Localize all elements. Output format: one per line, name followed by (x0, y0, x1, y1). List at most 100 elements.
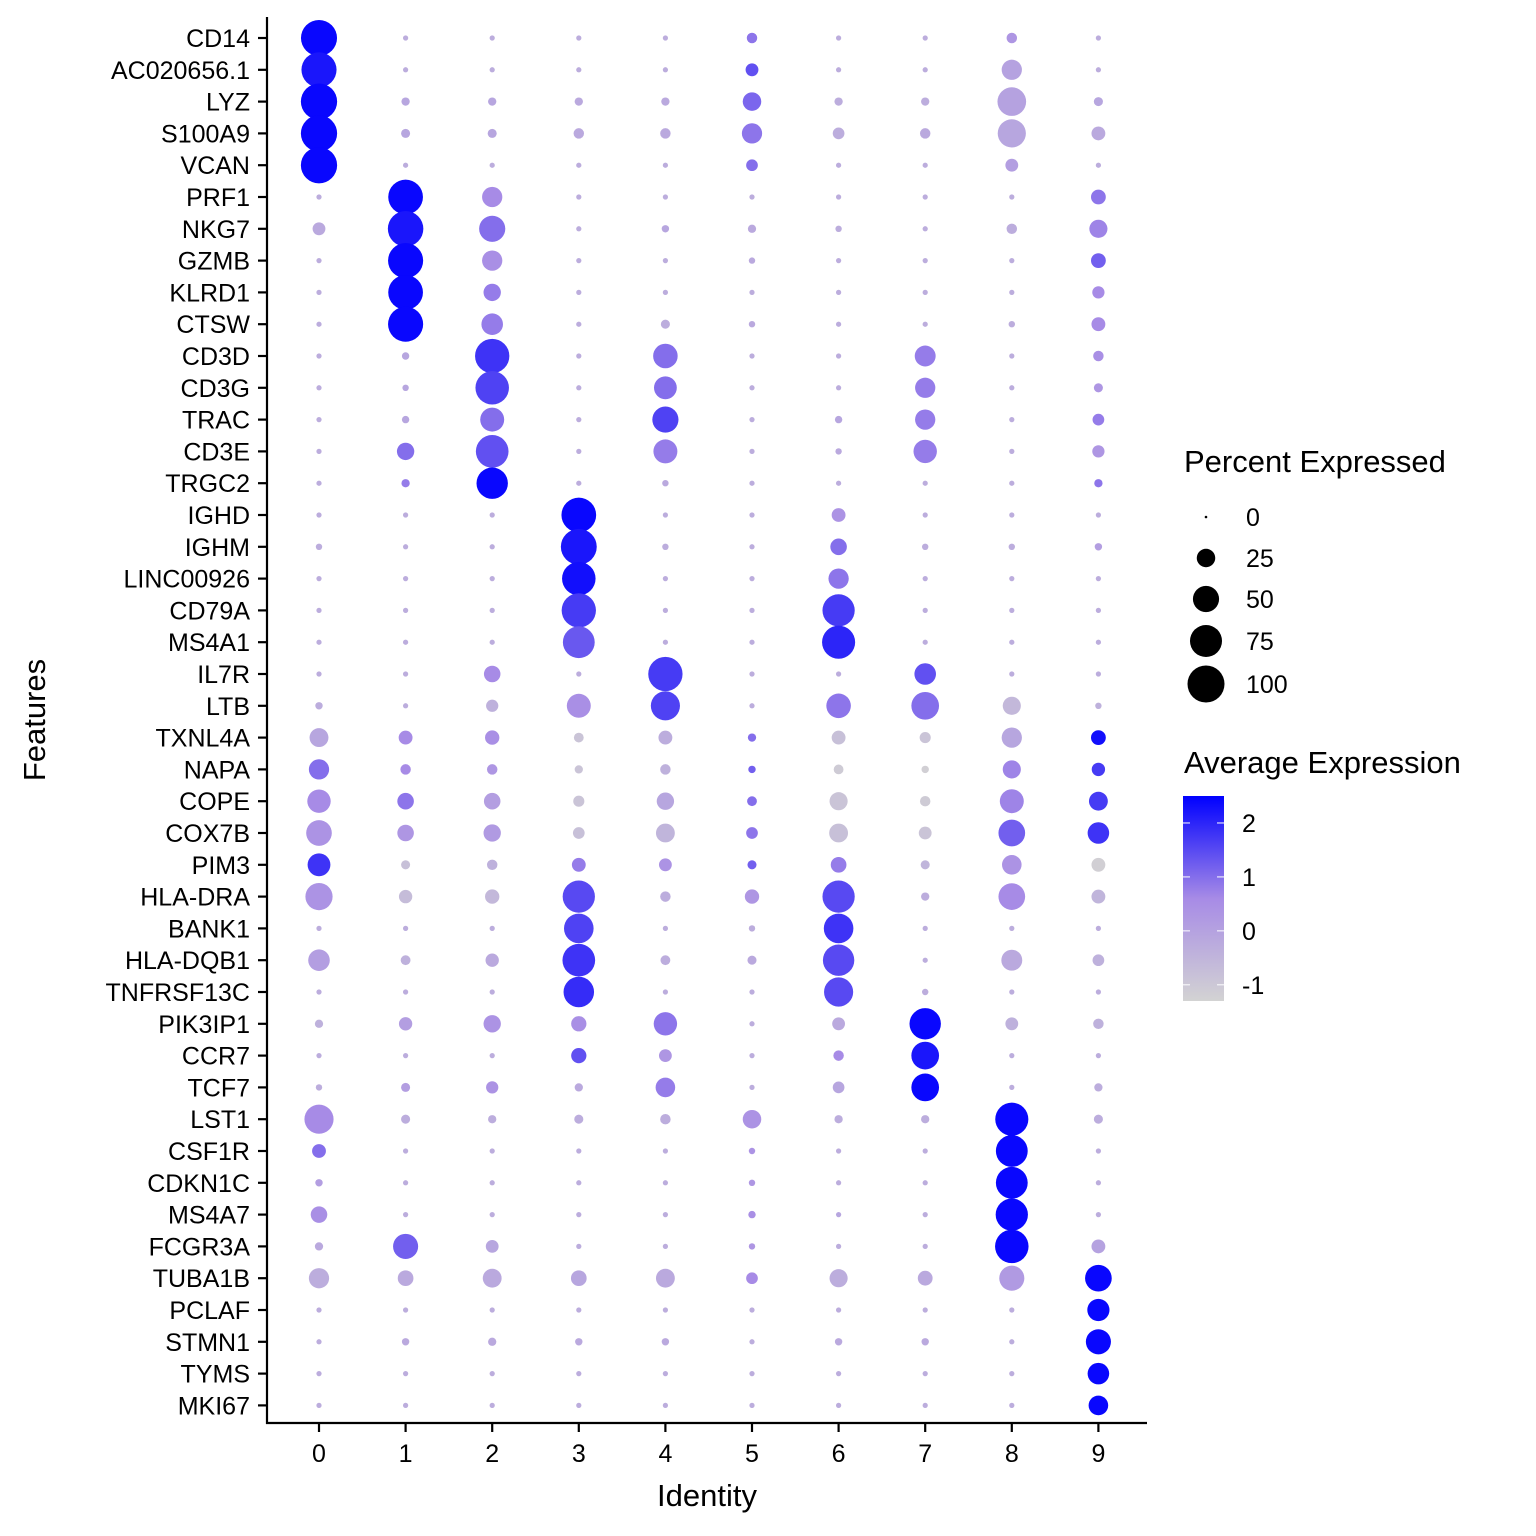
dot-NKG7-cluster-0 (312, 222, 326, 236)
dot-FCGR3A-cluster-9 (1091, 1239, 1106, 1254)
dot-NAPA-cluster-4 (660, 764, 671, 775)
dot-COPE-cluster-7 (919, 795, 931, 807)
dot-NKG7-cluster-1 (387, 211, 424, 247)
dot-LTB-cluster-5 (749, 703, 755, 709)
dot-CD3G-cluster-3 (576, 385, 582, 391)
dot-CD79A-cluster-5 (749, 607, 755, 614)
x-ticks: 0 1 2 3 4 5 6 7 8 9 (312, 1423, 1105, 1468)
dot-GZMB-cluster-3 (576, 257, 582, 264)
y-tick-label: KLRD1 (169, 279, 250, 307)
dot-COX7B-cluster-8 (998, 819, 1026, 847)
dot-PIK3IP1-cluster-6 (832, 1017, 846, 1031)
dot-COPE-cluster-0 (307, 789, 331, 813)
dot-LYZ-cluster-6 (834, 97, 843, 106)
dot-LST1-cluster-4 (660, 1113, 671, 1125)
dot-COPE-cluster-9 (1088, 791, 1108, 811)
size-legend-label: 25 (1246, 545, 1274, 573)
dot-PRF1-cluster-2 (482, 186, 503, 208)
dot-CD14-cluster-1 (402, 35, 409, 41)
y-tick-label: MKI67 (178, 1392, 250, 1420)
dot-HLA-DRA-cluster-7 (921, 892, 930, 901)
dot-TYMS-cluster-0 (316, 1370, 322, 1377)
dot-CCR7-cluster-6 (833, 1050, 844, 1061)
dot-LYZ-cluster-1 (401, 97, 410, 106)
dot-TRGC2-cluster-2 (476, 467, 508, 499)
size-legend-key (1204, 515, 1208, 519)
dot-FCGR3A-cluster-7 (922, 1243, 928, 1250)
dot-TYMS-cluster-4 (662, 1370, 669, 1377)
dot-LINC00926-cluster-8 (1009, 575, 1015, 582)
dot-HLA-DQB1-cluster-9 (1092, 954, 1105, 967)
dot-TXNL4A-cluster-8 (1001, 727, 1022, 748)
y-tick-label: BANK1 (168, 915, 250, 943)
dot-MS4A7-cluster-9 (1095, 1211, 1102, 1218)
dot-GZMB-cluster-5 (748, 257, 756, 264)
dot-LINC00926-cluster-3 (562, 561, 596, 596)
dot-IGHD-cluster-0 (316, 512, 322, 518)
y-tick-label: COX7B (165, 820, 250, 848)
dot-MKI67-cluster-9 (1088, 1395, 1109, 1416)
dot-CD14-cluster-4 (662, 35, 669, 41)
dot-CDKN1C-cluster-1 (402, 1180, 409, 1186)
y-axis-title: Features (17, 659, 52, 781)
dot-CD3G-cluster-5 (749, 385, 755, 391)
dot-PRF1-cluster-9 (1091, 189, 1106, 205)
dot-CD3E-cluster-1 (396, 442, 415, 461)
dot-CDKN1C-cluster-0 (315, 1179, 323, 1187)
dot-PIK3IP1-cluster-7 (909, 1008, 941, 1040)
dot-STMN1-cluster-5 (749, 1339, 755, 1345)
dot-VCAN-cluster-1 (402, 162, 409, 168)
dot-LINC00926-cluster-0 (316, 575, 322, 582)
dot-IGHD-cluster-9 (1095, 512, 1102, 518)
dot-TNFRSF13C-cluster-2 (489, 989, 495, 995)
dot-LST1-cluster-0 (304, 1104, 334, 1134)
x-tick-label: 9 (1091, 1440, 1105, 1468)
dot-KLRD1-cluster-0 (316, 289, 322, 296)
dot-IGHM-cluster-1 (402, 544, 409, 550)
dot-PIM3-cluster-5 (747, 860, 757, 870)
dot-CDKN1C-cluster-6 (835, 1180, 842, 1186)
y-tick-label: LTB (206, 693, 250, 721)
x-tick-label: 6 (832, 1440, 846, 1468)
y-tick-label: PCLAF (169, 1297, 250, 1325)
dot-HLA-DRA-cluster-5 (744, 889, 760, 904)
dot-BANK1-cluster-7 (922, 925, 928, 932)
dot-CD3D-cluster-7 (914, 345, 936, 367)
dot-TYMS-cluster-1 (402, 1370, 409, 1377)
dot-CD79A-cluster-8 (1009, 607, 1015, 614)
dot-IGHD-cluster-6 (831, 508, 846, 522)
x-tick-label: 8 (1005, 1440, 1019, 1468)
dot-CD3E-cluster-3 (576, 448, 582, 455)
dot-HLA-DQB1-cluster-4 (660, 955, 671, 966)
dot-TRAC-cluster-9 (1092, 413, 1105, 426)
y-tick-label: FCGR3A (149, 1233, 251, 1261)
dot-CD3E-cluster-2 (475, 435, 509, 468)
dot-TCF7-cluster-9 (1094, 1083, 1103, 1092)
dot-S100A9-cluster-9 (1091, 126, 1106, 141)
dot-AC020656.1-cluster-1 (402, 67, 409, 73)
dot-TNFRSF13C-cluster-4 (662, 989, 669, 995)
dot-CD14-cluster-6 (835, 35, 842, 41)
dot-TRGC2-cluster-3 (576, 480, 582, 486)
x-tick-label: 5 (745, 1440, 759, 1468)
dot-S100A9-cluster-6 (832, 127, 845, 140)
dot-CD3E-cluster-5 (749, 448, 755, 455)
dot-CD79A-cluster-9 (1095, 607, 1102, 614)
size-legend-label: 0 (1246, 504, 1260, 532)
dot-NKG7-cluster-9 (1089, 219, 1108, 238)
dot-STMN1-cluster-4 (661, 1338, 670, 1346)
dot-TRGC2-cluster-7 (922, 480, 928, 486)
dot-KLRD1-cluster-8 (1009, 289, 1015, 296)
dot-CD14-cluster-5 (746, 32, 758, 44)
dot-CTSW-cluster-0 (316, 321, 322, 327)
dot-FCGR3A-cluster-1 (393, 1233, 419, 1259)
dot-IL7R-cluster-2 (483, 665, 501, 683)
dot-TRAC-cluster-7 (915, 409, 936, 430)
dot-MS4A7-cluster-8 (995, 1198, 1028, 1231)
dot-TXNL4A-cluster-2 (485, 730, 500, 745)
dot-S100A9-cluster-5 (741, 123, 763, 144)
dot-KLRD1-cluster-3 (576, 289, 582, 296)
dot-PIK3IP1-cluster-4 (653, 1012, 678, 1036)
dot-MKI67-cluster-4 (662, 1402, 669, 1409)
dot-FCGR3A-cluster-6 (835, 1243, 842, 1250)
